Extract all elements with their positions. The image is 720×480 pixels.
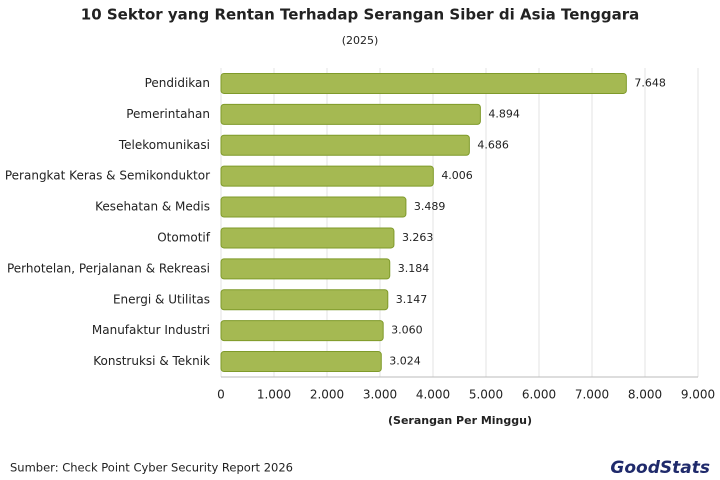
value-label: 3.147 <box>396 293 428 306</box>
value-label: 3.024 <box>389 355 421 368</box>
x-axis-label: (Serangan Per Minggu) <box>388 414 532 427</box>
value-label: 4.894 <box>488 107 519 120</box>
x-tick-label: 2.000 <box>310 388 344 402</box>
x-tick-label: 9.000 <box>681 388 715 402</box>
bar <box>220 351 382 373</box>
bar <box>220 196 407 218</box>
bar <box>220 165 434 187</box>
x-tick-label: 6.000 <box>522 388 556 402</box>
bar <box>220 320 384 342</box>
x-tick-label: 7.000 <box>575 388 609 402</box>
x-tick-label: 8.000 <box>628 388 662 402</box>
y-tick-label: Konstruksi & Teknik <box>93 354 210 368</box>
x-tick-label: 5.000 <box>469 388 503 402</box>
chart-title: 10 Sektor yang Rentan Terhadap Serangan … <box>81 6 639 24</box>
x-tick-label: 3.000 <box>363 388 397 402</box>
value-label: 3.489 <box>414 200 446 213</box>
value-label: 3.060 <box>391 324 423 337</box>
bar <box>220 227 395 249</box>
value-label: 4.006 <box>441 169 473 182</box>
bar <box>220 258 391 280</box>
logo: GoodStats <box>610 458 710 478</box>
bar <box>220 134 470 156</box>
value-label: 3.263 <box>402 231 434 244</box>
y-tick-label: Perhotelan, Perjalanan & Rekreasi <box>7 261 210 275</box>
x-tick-label: 1.000 <box>257 388 291 402</box>
y-tick-label: Otomotif <box>157 230 211 244</box>
y-tick-label: Energi & Utilitas <box>113 292 210 306</box>
x-tick-label: 4.000 <box>416 388 450 402</box>
value-label: 7.648 <box>634 76 666 89</box>
y-tick-label: Pemerintahan <box>126 107 210 121</box>
chart-subtitle: (2025) <box>342 34 379 47</box>
source: Sumber: Check Point Cyber Security Repor… <box>10 461 293 475</box>
y-tick-label: Pendidikan <box>145 76 210 90</box>
value-label: 4.686 <box>477 138 509 151</box>
y-tick-label: Perangkat Keras & Semikonduktor <box>5 169 210 183</box>
x-tick-label: 0 <box>217 388 225 402</box>
bar <box>220 72 627 94</box>
y-tick-label: Telekomunikasi <box>118 138 210 152</box>
bar <box>220 289 389 311</box>
value-label: 3.184 <box>398 262 430 275</box>
bar <box>220 103 481 125</box>
y-tick-label: Kesehatan & Medis <box>95 200 210 214</box>
y-tick-label: Manufaktur Industri <box>92 323 210 337</box>
